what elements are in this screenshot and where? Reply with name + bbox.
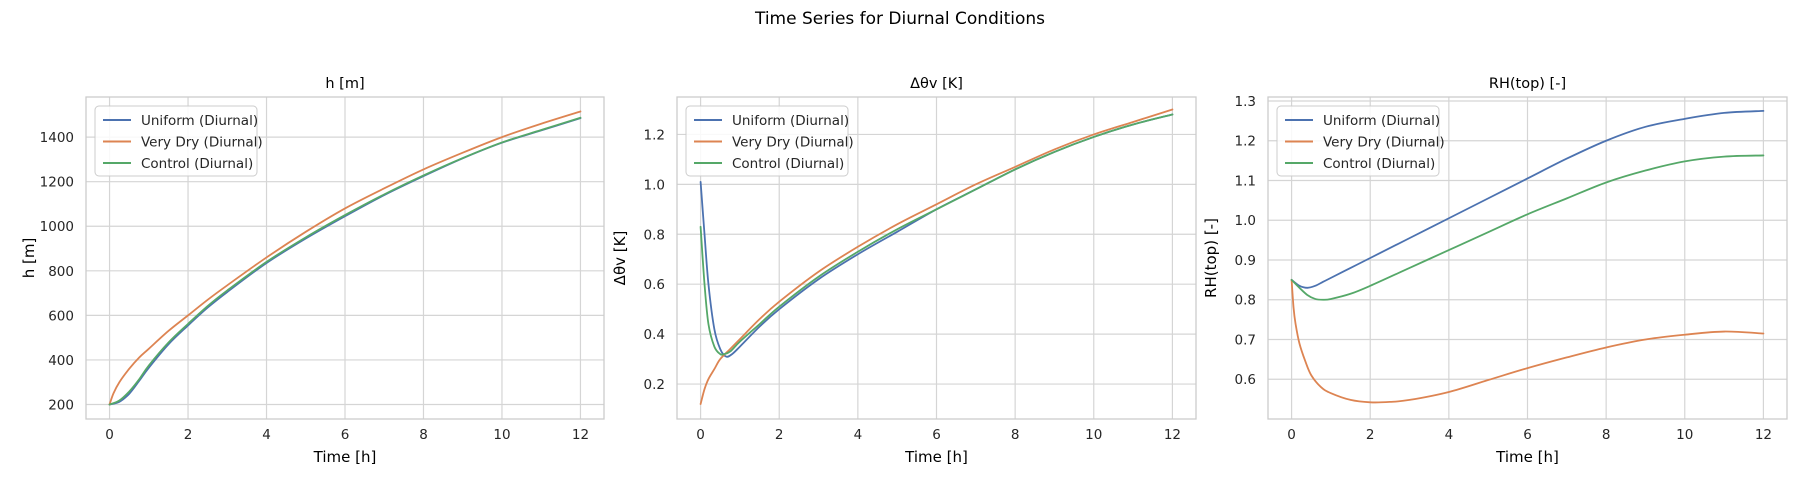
x-axis-label: Time [h] [904, 448, 968, 466]
x-tick-label: 2 [184, 427, 193, 443]
chart-panel-1: 0 2 4 6 8 10 12 200 400 600 800 1000 1200 1400 h [m] Ti… [20, 76, 605, 466]
legend-label: Very Dry (Diurnal) [141, 135, 263, 151]
y-tick-label: 0.2 [644, 377, 665, 393]
y-tick-label: 1.0 [1235, 213, 1256, 229]
y-tick-label: 1000 [40, 219, 74, 235]
legend-label: Control (Diurnal) [141, 156, 253, 172]
x-tick-label: 12 [1164, 427, 1181, 443]
y-tick-label: 0.6 [644, 277, 665, 293]
y-tick-label: 1.2 [644, 127, 665, 143]
y-tick-label: 400 [48, 353, 74, 369]
chart-panel-3: 0 2 4 6 8 10 12 0.6 0.7 0.8 0.9 1.0 1.1 1.2 1.3 RH(top)… [1202, 76, 1788, 466]
x-tick-label: 2 [1366, 427, 1375, 443]
x-tick-label: 4 [1445, 427, 1454, 443]
series-line-very-dry [1290, 278, 1765, 404]
y-tick-label: 0.7 [1235, 332, 1256, 348]
y-tick-label: 1.2 [1235, 134, 1256, 150]
plot-frame [85, 96, 605, 420]
series-line-uniform [1290, 110, 1765, 289]
plot-frame [676, 96, 1197, 420]
y-tick-label: 0.8 [644, 227, 665, 243]
legend: Uniform (Diurnal) Very Dry (Diurnal) Contr… [685, 105, 854, 177]
legend-label: Uniform (Diurnal) [732, 113, 849, 129]
x-tick-label: 8 [1011, 427, 1020, 443]
legend: Uniform (Diurnal) Very Dry (Diurnal) Contr… [1276, 105, 1445, 177]
y-tick-label: 1.1 [1235, 173, 1256, 189]
x-tick-label: 8 [419, 427, 428, 443]
x-tick-label: 6 [1523, 427, 1532, 443]
figure-title: Time Series for Diurnal Conditions [754, 9, 1045, 29]
panel-title: RH(top) [-] [1489, 76, 1566, 92]
y-axis-label: Δθv [K] [611, 231, 629, 286]
panel-title: h [m] [325, 76, 364, 92]
x-tick-label: 0 [696, 427, 705, 443]
y-tick-label: 0.9 [1235, 253, 1256, 269]
series-line-very-dry [699, 108, 1174, 405]
y-tick-label: 800 [48, 264, 74, 280]
x-tick-label: 12 [572, 427, 589, 443]
y-axis-label: h [m] [20, 238, 38, 279]
y-tick-label: 600 [48, 308, 74, 324]
legend-label: Uniform (Diurnal) [1323, 113, 1440, 129]
y-tick-label: 0.6 [1235, 372, 1256, 388]
y-tick-label: 0.8 [1235, 293, 1256, 309]
x-tick-label: 0 [1287, 427, 1296, 443]
x-tick-label: 10 [1676, 427, 1693, 443]
panel-title: Δθv [K] [910, 76, 963, 92]
x-tick-label: 4 [854, 427, 863, 443]
series-line-control [1290, 154, 1765, 301]
series-line-very-dry [108, 110, 582, 406]
legend: Uniform (Diurnal) Very Dry (Diurnal) Contr… [94, 105, 263, 177]
y-tick-label: 1.0 [644, 177, 665, 193]
y-tick-label: 0.4 [644, 327, 665, 343]
legend-box [1276, 105, 1440, 177]
plot-frame [1267, 96, 1788, 420]
x-tick-label: 8 [1602, 427, 1611, 443]
legend-label: Uniform (Diurnal) [141, 113, 258, 129]
x-axis-label: Time [h] [313, 448, 377, 466]
x-tick-label: 10 [1085, 427, 1102, 443]
series-line-control [699, 113, 1174, 356]
chart-panel-2: 0 2 4 6 8 10 12 0.2 0.4 0.6 0.8 1.0 1.2 Δθv [K] Time [… [611, 76, 1197, 466]
x-axis-label: Time [h] [1495, 448, 1559, 466]
legend-box [94, 105, 258, 177]
y-tick-label: 1200 [40, 175, 74, 191]
series-line-control [108, 116, 582, 406]
legend-label: Very Dry (Diurnal) [1323, 135, 1445, 151]
legend-box [685, 105, 849, 177]
y-tick-label: 1400 [40, 130, 74, 146]
legend-label: Very Dry (Diurnal) [732, 135, 854, 151]
x-tick-label: 0 [105, 427, 114, 443]
y-tick-label: 200 [48, 398, 74, 414]
x-tick-label: 12 [1755, 427, 1772, 443]
y-axis-label: RH(top) [-] [1202, 218, 1220, 298]
x-tick-label: 2 [775, 427, 784, 443]
x-tick-label: 6 [932, 427, 941, 443]
x-tick-label: 4 [262, 427, 271, 443]
x-tick-label: 10 [493, 427, 510, 443]
legend-label: Control (Diurnal) [732, 156, 844, 172]
legend-label: Control (Diurnal) [1323, 156, 1435, 172]
x-tick-label: 6 [341, 427, 350, 443]
y-tick-label: 1.3 [1235, 94, 1256, 110]
